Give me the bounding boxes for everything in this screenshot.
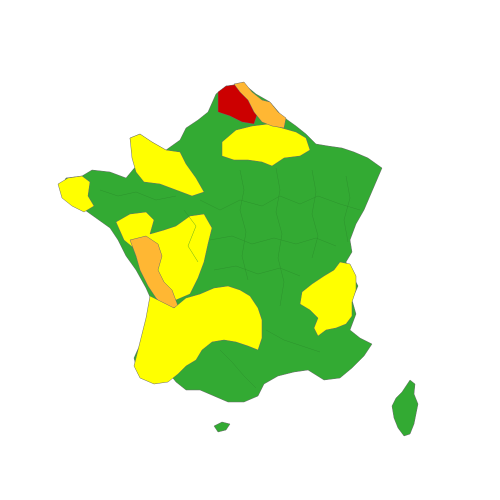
departement-borders (99, 167, 361, 389)
region-finistere (57, 175, 95, 213)
region-gironde-landes (133, 285, 263, 385)
region-nord (233, 81, 287, 129)
region-normandy-west (129, 133, 205, 197)
region-aisne-marne (221, 123, 311, 167)
region-ile-de-re-oleron (213, 421, 231, 433)
region-alps-rhone (299, 261, 357, 337)
region-corsica (391, 379, 419, 437)
region-vendee-charente (129, 235, 179, 311)
region-mainland (59, 83, 383, 403)
